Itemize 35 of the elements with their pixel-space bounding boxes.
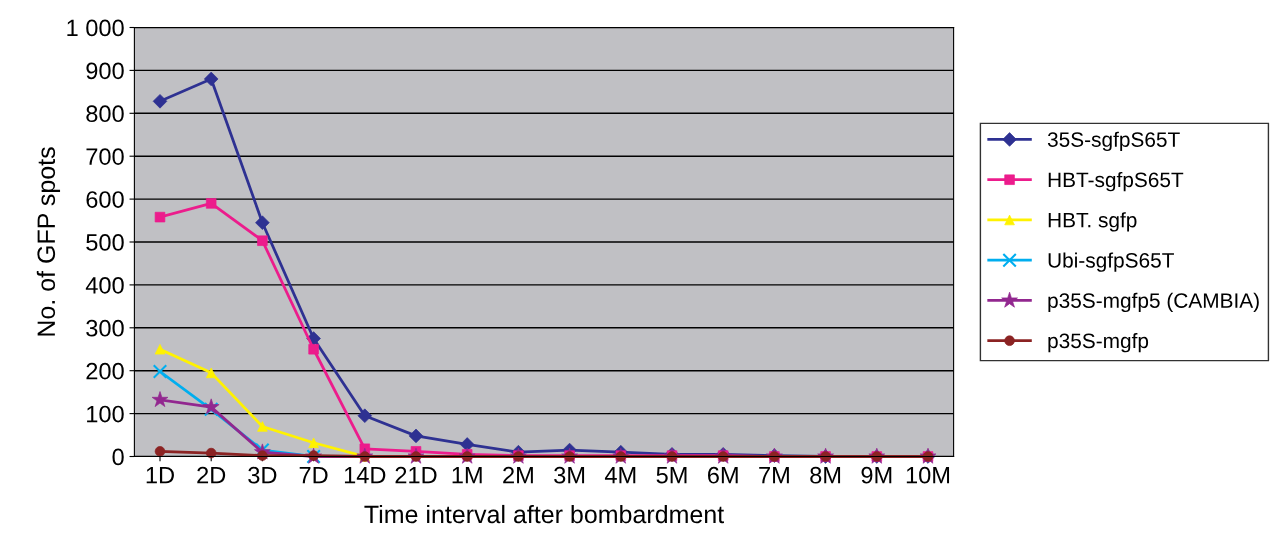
y-tick-label: 700 [86, 148, 124, 165]
x-tick-label: 4M [604, 467, 636, 484]
legend-label: HBT-sgfpS65T [1048, 171, 1184, 192]
x-tick-label: 2M [503, 466, 533, 484]
legend-label: Ubi-sgfpS65T [1048, 252, 1174, 272]
x-tick-label: 9M [861, 466, 892, 484]
y-tick-label: 400 [85, 276, 124, 294]
x-tick-label: 21D [395, 466, 437, 484]
x-tick-label: 10M [906, 466, 950, 484]
x-tick-label: 7D [299, 467, 328, 484]
legend-label: p35S-mgfp [1048, 332, 1149, 353]
x-tick-label: 2D [197, 466, 226, 484]
x-tick-label: 7M [759, 467, 789, 484]
x-tick-label: 14D [344, 467, 386, 484]
legend-label: p35S-mgfp5 (CAMBIA) [1048, 292, 1259, 313]
y-tick-label: 800 [86, 105, 124, 123]
legend-label: 35S-sgfpS65T [1047, 131, 1180, 152]
y-tick-label: 500 [86, 234, 124, 251]
y-tick-label: 100 [87, 405, 124, 423]
y-tick-label: 300 [86, 319, 124, 337]
y-tick-label: 900 [86, 62, 124, 80]
x-tick-label: 3M [554, 466, 585, 484]
x-tick-label: 6M [708, 466, 738, 484]
y-tick-label: 1 000 [67, 19, 124, 37]
x-axis-title: Time interval after bombardment [364, 504, 724, 524]
y-axis-title: No. of GFP spots [36, 147, 61, 336]
x-tick-label: 1M [452, 467, 482, 484]
x-tick-label: 3D [248, 466, 277, 484]
y-tick-label: 200 [86, 362, 124, 380]
x-tick-label: 5M [656, 467, 687, 484]
y-tick-label: 0 [112, 448, 124, 466]
x-tick-label: 1D [146, 467, 174, 484]
x-tick-label: 8M [810, 466, 841, 484]
y-tick-label: 600 [86, 191, 124, 208]
legend-label: HBT. sgfp [1048, 212, 1137, 232]
